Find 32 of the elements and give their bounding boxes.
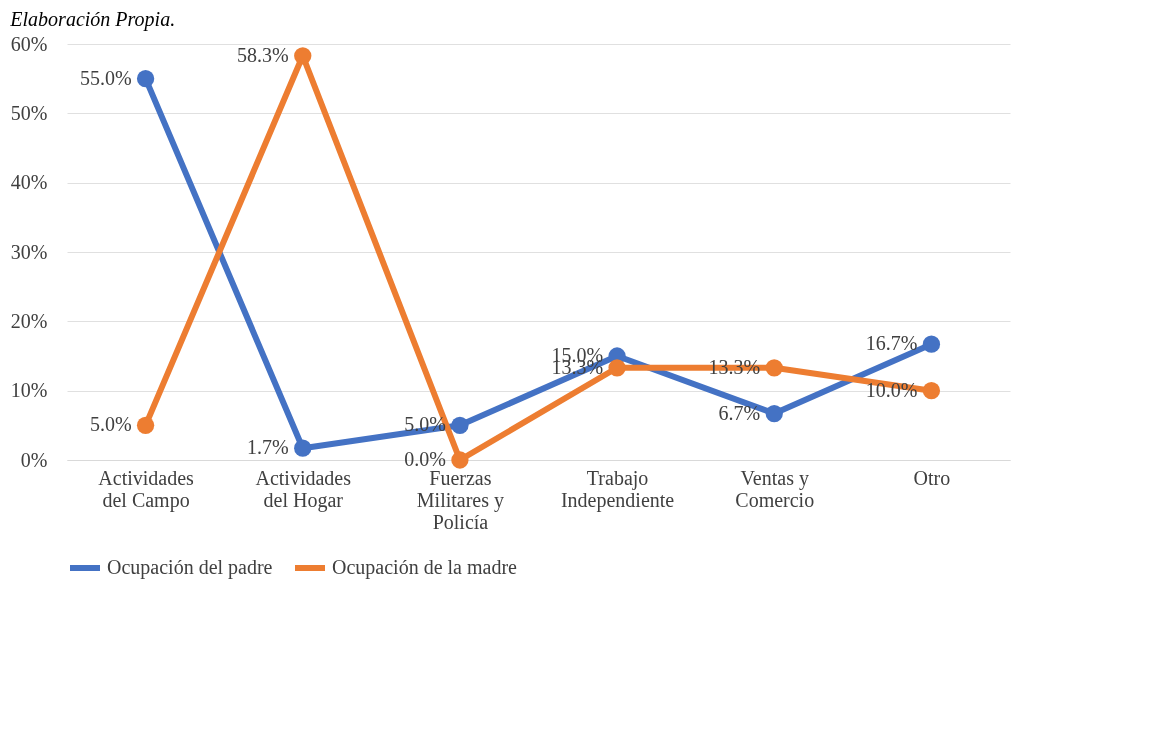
point xyxy=(451,451,469,469)
x-tick-label: Ventas y Comercio xyxy=(735,466,815,511)
point xyxy=(294,47,312,65)
point xyxy=(294,439,312,457)
data-label: 16.7% xyxy=(865,332,918,355)
point xyxy=(922,382,941,400)
point xyxy=(765,359,783,377)
data-label: 58.3% xyxy=(237,43,289,66)
data-label: 55.0% xyxy=(79,66,132,89)
y-tick-label: 60% xyxy=(10,32,48,55)
y-tick-label: 10% xyxy=(10,379,48,402)
x-tick-label: Trabajo Independiente xyxy=(560,466,675,512)
data-label: 6.7% xyxy=(718,401,761,424)
y-tick-label: 0% xyxy=(20,448,48,471)
legend-label: Ocupación de la madre xyxy=(332,556,518,579)
y-tick-label: 40% xyxy=(10,171,48,194)
point xyxy=(136,70,155,88)
x-tick-label: Otro xyxy=(913,466,951,489)
x-tick-label: Actividades del Hogar xyxy=(255,466,352,512)
x-tick-label: Actividades del Campo xyxy=(98,466,195,512)
point xyxy=(136,416,155,434)
data-label: 5.0% xyxy=(89,413,132,436)
legend-label: Ocupación del padre xyxy=(107,556,273,579)
point xyxy=(765,404,783,423)
text: Elaboración Propia. xyxy=(9,8,176,31)
point xyxy=(451,416,469,434)
y-tick-label: 20% xyxy=(10,309,48,332)
data-label: 1.7% xyxy=(247,436,289,459)
y-tick-label: 50% xyxy=(10,101,48,124)
point xyxy=(608,359,626,377)
point xyxy=(922,335,941,353)
y-tick-label: 30% xyxy=(10,240,48,263)
